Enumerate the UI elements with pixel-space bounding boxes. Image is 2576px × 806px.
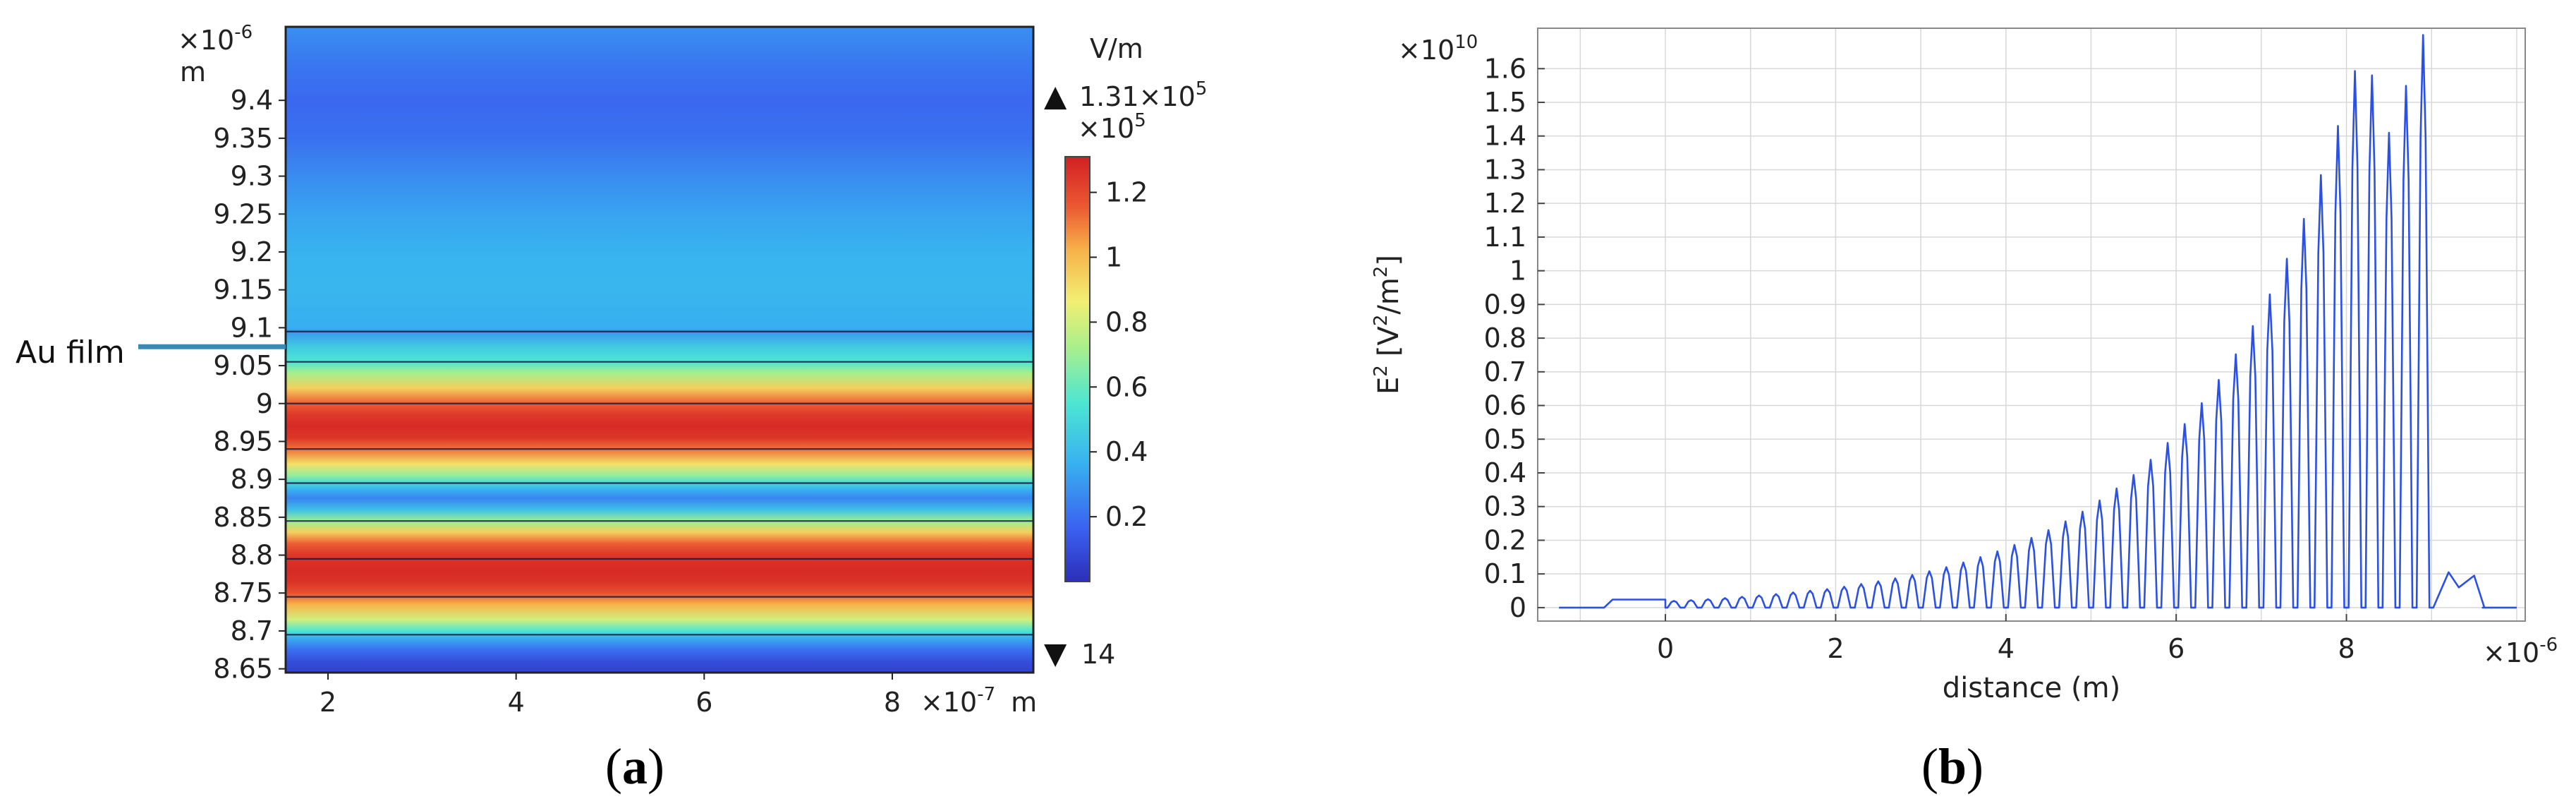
heatmap-y-exponent: ×10-6 (178, 22, 253, 56)
colorbar-max-marker: ▲ (1044, 78, 1067, 113)
colorbar-unit: V/m (1090, 33, 1143, 64)
heatmap-y-unit: m (180, 56, 206, 88)
panel-label-b: (b) (1921, 738, 1983, 795)
colorbar (1064, 156, 1090, 582)
line-y-tick-label: 0.2 (1484, 524, 1526, 555)
heatmap-y-tick-label: 9.4 (231, 85, 273, 116)
line-y-tick-label: 1.6 (1484, 53, 1526, 84)
heatmap-y-tick-label: 9 (256, 388, 273, 419)
line-x-tick-label: 2 (1827, 633, 1844, 664)
colorbar-ticks: 1.2 1 0.8 0.6 0.4 0.2 (1090, 177, 1148, 532)
colorbar-scale: ×105 (1078, 110, 1146, 144)
line-y-tick-label: 0.6 (1484, 390, 1526, 421)
line-panel: 00.10.20.30.40.50.60.70.80.911.11.21.31.… (1371, 28, 2558, 795)
line-y-tick-label: 1.4 (1484, 121, 1526, 152)
heatmap-x-ticks: 2 4 6 8 (320, 673, 901, 718)
heatmap-x-tick-label: 2 (320, 687, 336, 718)
heatmap-x-tick-label: 4 (508, 687, 525, 718)
heatmap-y-tick-label: 9.15 (213, 275, 273, 306)
au-film-label: Au film (16, 335, 125, 371)
heatmap-y-tick-label: 9.25 (213, 198, 273, 229)
colorbar-tick-label: 0.8 (1105, 306, 1148, 337)
line-x-tick-label: 6 (2168, 633, 2185, 664)
heatmap-x-exponent: ×10-7 m (921, 684, 1037, 718)
line-x-tick-label: 4 (1998, 633, 2015, 664)
colorbar-tick-label: 1 (1105, 241, 1122, 272)
heatmap-y-tick-label: 8.9 (231, 464, 273, 495)
colorbar-tick-label: 0.6 (1105, 371, 1148, 402)
heatmap-y-tick-label: 9.2 (231, 236, 273, 267)
heatmap-y-tick-label: 8.8 (231, 540, 273, 571)
line-x-tick-label: 8 (2338, 633, 2355, 664)
line-y-tick-label: 0.8 (1484, 323, 1526, 354)
colorbar-max-label: 1.31×105 (1079, 78, 1207, 112)
heatmap-y-tick-label: 9.1 (231, 312, 273, 343)
heatmap-field (286, 27, 1033, 673)
line-y-tick-label: 0.7 (1484, 356, 1526, 387)
line-y-label: E2[V2/m2] (1371, 255, 1405, 395)
heatmap-boundary-lines (286, 330, 1033, 636)
line-y-tick-label: 1 (1509, 255, 1526, 287)
line-y-tick-label: 1.3 (1484, 154, 1526, 185)
colorbar-tick-label: 0.2 (1105, 501, 1148, 532)
line-y-tick-label: 0.9 (1484, 289, 1526, 320)
colorbar-min-marker: ▼ (1044, 636, 1067, 670)
line-y-tick-label: 0.1 (1484, 558, 1526, 589)
panel-label-a: (a) (605, 738, 664, 795)
line-y-tick-label: 0 (1509, 592, 1526, 623)
heatmap-y-tick-label: 8.65 (213, 654, 273, 685)
line-x-tick-label: 0 (1657, 633, 1674, 664)
heatmap-y-tick-label: 9.35 (213, 123, 273, 154)
line-y-tick-label: 0.5 (1484, 423, 1526, 455)
line-y-tick-label: 1.5 (1484, 87, 1526, 118)
heatmap-x-tick-label: 6 (695, 687, 712, 718)
heatmap-y-tick-label: 9.3 (231, 161, 273, 192)
line-y-exponent: ×1010 (1398, 32, 1478, 66)
heatmap-panel: ×10-6 m 9.4 9.35 9.3 9.25 9.2 9.15 9.1 9.05 9 8.9… (16, 22, 1207, 795)
line-x-label: distance (m) (1943, 672, 2120, 704)
heatmap-y-tick-label: 9.05 (213, 350, 273, 381)
line-x-ticks: 0 2 4 6 8 (1657, 614, 2355, 664)
line-plot-frame (1537, 28, 2526, 622)
heatmap-frame (284, 25, 1035, 674)
colorbar-min-label: 14 (1081, 639, 1115, 670)
line-x-exponent: ×10-6 (2483, 634, 2558, 668)
line-y-tick-label: 1.2 (1484, 188, 1526, 219)
e-squared-series (1559, 34, 2517, 609)
line-y-ticks: 00.10.20.30.40.50.60.70.80.911.11.21.31.… (1484, 53, 1545, 623)
heatmap-y-tick-label: 8.95 (213, 426, 273, 457)
heatmap-y-ticks: 9.4 9.35 9.3 9.25 9.2 9.15 9.1 9.05 9 8.95 8.9 8.85… (213, 85, 286, 685)
heatmap-y-tick-label: 8.85 (213, 502, 273, 533)
colorbar-tick-label: 0.4 (1105, 436, 1148, 467)
line-y-tick-label: 0.3 (1484, 491, 1526, 522)
heatmap-x-tick-label: 8 (884, 687, 901, 718)
heatmap-y-tick-label: 8.7 (231, 615, 273, 646)
line-y-tick-label: 0.4 (1484, 457, 1526, 488)
heatmap-y-tick-label: 8.75 (213, 577, 273, 608)
colorbar-tick-label: 1.2 (1105, 177, 1148, 208)
line-y-tick-label: 1.1 (1484, 222, 1526, 253)
